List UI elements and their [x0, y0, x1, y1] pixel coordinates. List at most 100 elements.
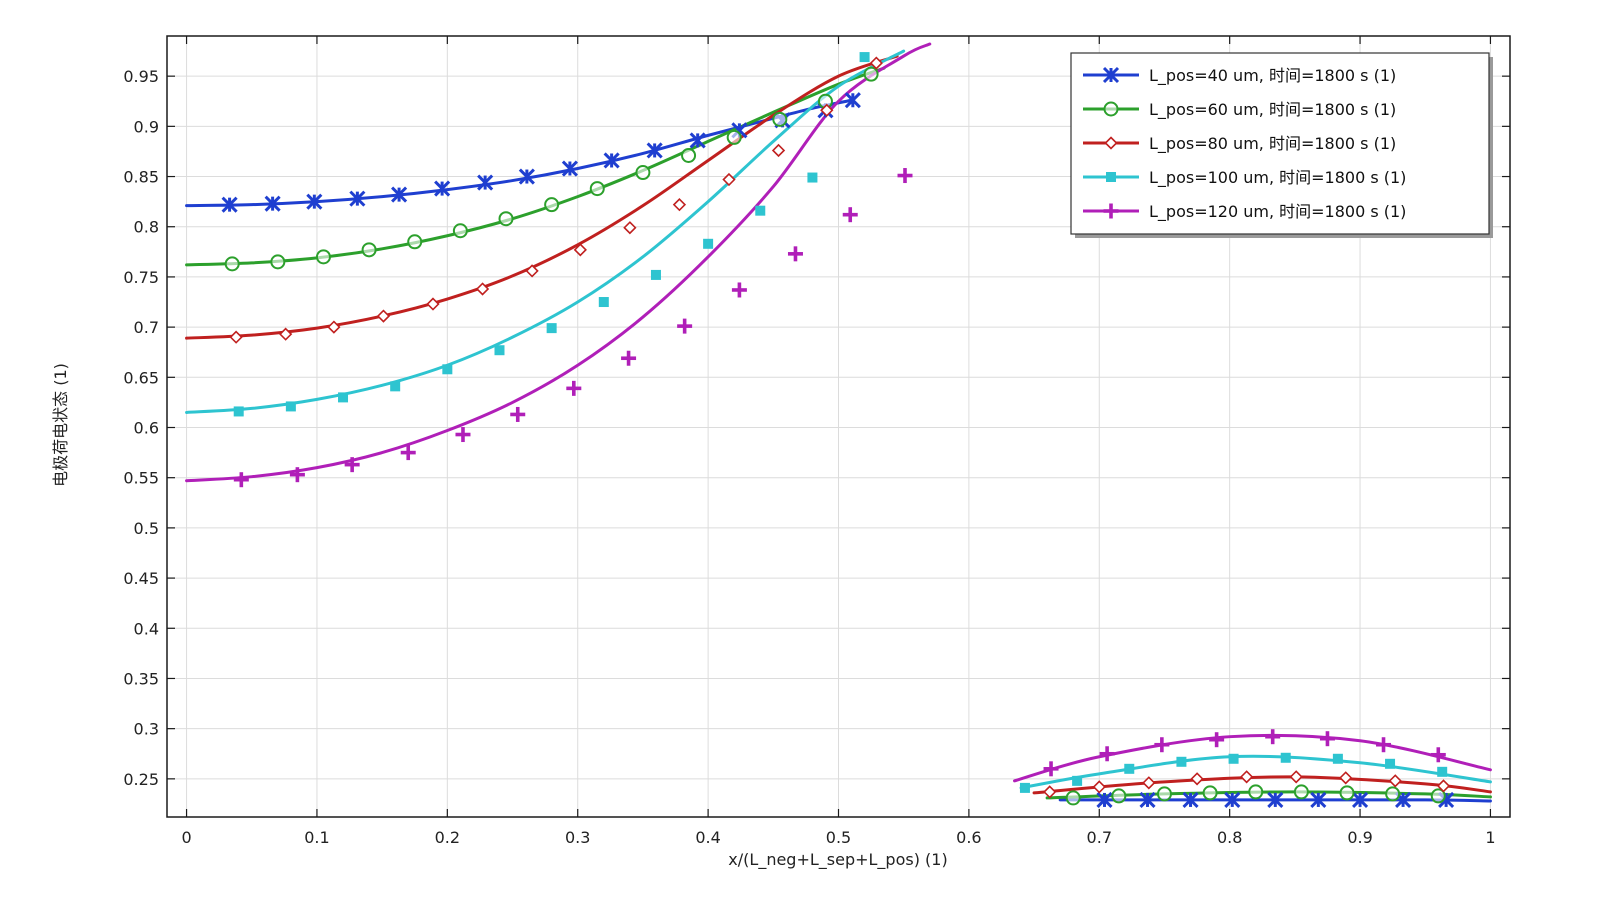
series-line: [1032, 775, 1492, 795]
asterisk-marker: [646, 142, 663, 159]
asterisk-marker: [1224, 791, 1241, 808]
circle-marker: [589, 181, 605, 197]
asterisk-marker: [1351, 791, 1369, 808]
y-tick-label: 0.6: [134, 419, 159, 438]
asterisk-marker: [689, 132, 706, 149]
x-tick-label: 0.8: [1217, 828, 1242, 847]
legend-entry: L_pos=100 um, 时间=1800 s (1): [1083, 168, 1406, 188]
x-tick-labels: 0 0.1 0.2 0.3 0.4 0.5 0.6 0.7 0.8 0.9 1: [181, 828, 1495, 847]
plus-marker: [344, 457, 360, 473]
y-tick-label: 0.8: [134, 218, 159, 237]
circle-marker: [1103, 101, 1119, 117]
x-tick-label: 0.1: [304, 828, 329, 847]
circle-marker: [224, 256, 240, 272]
asterisk-marker: [391, 186, 408, 203]
plus-marker: [510, 406, 526, 422]
y-axis-label: 电极荷电状态 (1): [51, 363, 70, 487]
asterisk-marker: [434, 180, 451, 197]
plus-marker: [677, 318, 693, 334]
circle-marker: [1202, 785, 1218, 801]
series-line: [185, 66, 886, 267]
asterisk-marker: [844, 92, 861, 109]
circle-marker: [1156, 786, 1172, 802]
diamond-marker: [771, 143, 786, 158]
asterisk-marker: [477, 174, 494, 191]
plus-marker: [1376, 737, 1392, 753]
plus-marker: [621, 350, 637, 366]
diamond-marker: [1289, 770, 1303, 784]
circle-marker: [1293, 784, 1309, 800]
circle-marker: [863, 66, 879, 82]
square-marker: [494, 345, 505, 356]
y-tick-label: 0.85: [123, 168, 159, 187]
asterisk-marker: [603, 152, 620, 169]
square-marker: [1280, 752, 1291, 763]
diamond-marker: [229, 330, 243, 344]
legend-label: L_pos=60 um, 时间=1800 s (1): [1149, 100, 1396, 120]
square-marker: [598, 297, 609, 308]
square-marker: [442, 364, 453, 375]
circle-marker: [1248, 784, 1264, 800]
asterisk-marker: [221, 196, 238, 213]
diamond-marker: [573, 243, 587, 257]
square-marker: [1124, 763, 1135, 774]
plus-marker: [1265, 729, 1281, 745]
legend-entry: L_pos=120 um, 时间=1800 s (1): [1083, 202, 1406, 222]
y-tick-label: 0.55: [123, 469, 159, 488]
asterisk-marker: [1310, 791, 1327, 808]
y-tick-label: 0.45: [123, 569, 159, 588]
diamond-marker: [1104, 136, 1118, 150]
asterisk-marker: [349, 190, 366, 207]
square-marker: [1332, 753, 1343, 764]
diamond-marker: [1339, 771, 1353, 785]
y-tick-label: 0.9: [134, 117, 159, 136]
asterisk-marker: [1102, 66, 1120, 84]
legend-entry: L_pos=80 um, 时间=1800 s (1): [1083, 134, 1396, 154]
diamond-marker: [279, 327, 293, 341]
diamond-marker: [525, 264, 539, 278]
plus-marker: [566, 380, 582, 396]
y-tick-label: 0.3: [134, 720, 159, 739]
asterisk-marker: [306, 193, 323, 210]
x-tick-label: 0: [181, 828, 191, 847]
x-axis-label: x/(L_neg+L_sep+L_pos) (1): [728, 850, 947, 870]
legend-entry: L_pos=40 um, 时间=1800 s (1): [1083, 66, 1396, 86]
circle-marker: [544, 197, 560, 213]
circle-marker: [361, 242, 377, 258]
plus-marker: [1430, 747, 1446, 763]
y-tick-label: 0.4: [134, 619, 159, 638]
square-marker: [1106, 172, 1116, 182]
asterisk-marker: [1182, 791, 1199, 808]
circle-marker: [1385, 786, 1401, 802]
legend: L_pos=40 um, 时间=1800 s (1) L_pos=60 um, 时…: [1070, 52, 1493, 238]
plus-marker: [1154, 737, 1170, 753]
legend-entries: L_pos=40 um, 时间=1800 s (1) L_pos=60 um, 时…: [1083, 66, 1406, 222]
square-marker: [1437, 766, 1448, 777]
diamond-marker: [426, 297, 440, 311]
plus-marker: [1103, 203, 1119, 219]
square-marker: [1228, 753, 1239, 764]
plus-marker: [842, 207, 858, 223]
diamond-marker: [1142, 776, 1156, 790]
square-marker: [546, 323, 557, 334]
diamond-marker: [1436, 779, 1451, 793]
square-marker: [285, 401, 296, 412]
square-marker: [703, 238, 714, 249]
circle-marker: [1339, 785, 1355, 801]
square-marker: [859, 52, 870, 63]
plus-marker: [1043, 761, 1059, 777]
plus-marker: [1099, 746, 1115, 762]
square-marker: [338, 392, 349, 403]
square-marker: [1176, 756, 1187, 767]
asterisk-marker: [264, 195, 281, 212]
diamond-marker: [376, 309, 391, 323]
x-tick-label: 0.2: [435, 828, 460, 847]
plus-marker: [400, 445, 416, 461]
square-marker: [1385, 758, 1396, 769]
legend-label: L_pos=120 um, 时间=1800 s (1): [1149, 202, 1406, 222]
diamond-marker: [1190, 772, 1204, 786]
x-tick-label: 0.4: [695, 828, 720, 847]
x-tick-label: 0.6: [956, 828, 981, 847]
circle-marker: [270, 254, 286, 270]
diamond-marker: [869, 56, 883, 70]
